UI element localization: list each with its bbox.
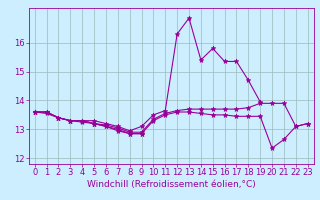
X-axis label: Windchill (Refroidissement éolien,°C): Windchill (Refroidissement éolien,°C) bbox=[87, 180, 256, 189]
